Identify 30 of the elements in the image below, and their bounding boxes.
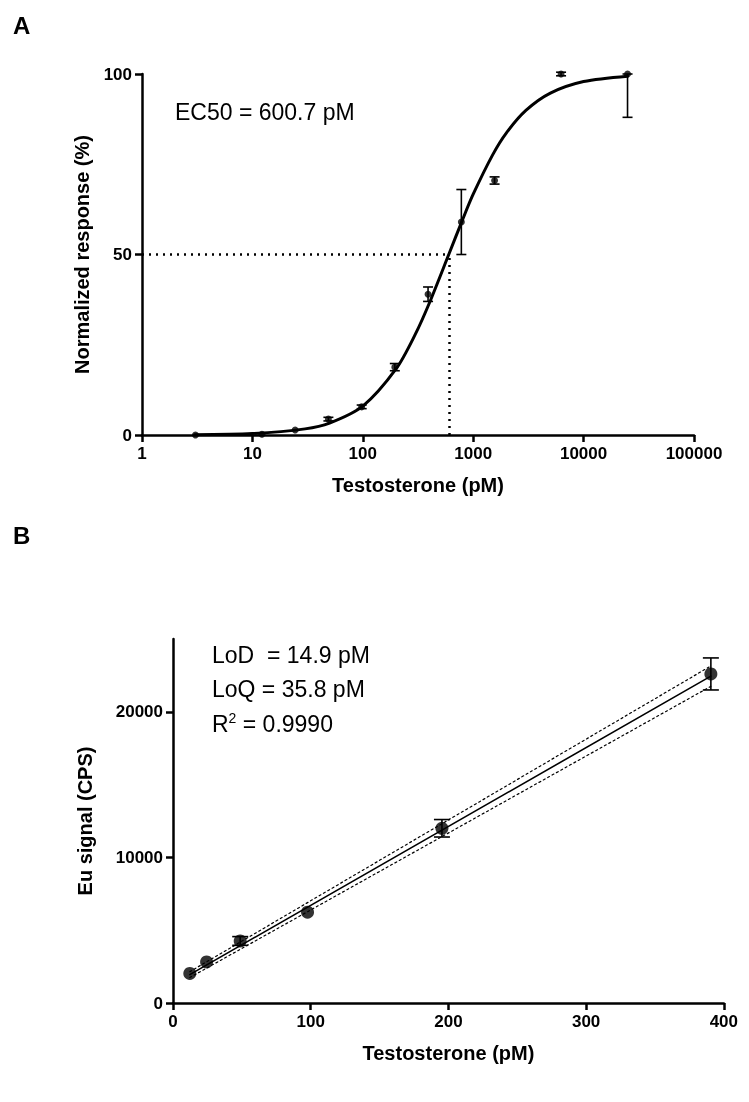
point	[183, 966, 197, 980]
point	[704, 667, 718, 681]
y-tick-label: 10000	[115, 847, 163, 867]
annotation: EC50 = 600.7 pM	[175, 98, 355, 125]
y-tick-label: 50	[113, 245, 132, 264]
y-tick-label: 20000	[115, 702, 163, 722]
y-tick-label: 0	[122, 425, 132, 445]
x-tick-label: 10000	[559, 444, 608, 463]
annotation: LoD = 14.9 pM	[212, 641, 370, 668]
x-tick-label: 100	[348, 444, 377, 463]
x-tick-label: 0	[168, 1012, 178, 1031]
x-tick-label: 400	[709, 1012, 739, 1031]
x-tick-label: 100	[296, 1012, 325, 1031]
y-axis-title: Normalized response (%)	[71, 135, 93, 374]
y-axis-title: Eu signal (CPS)	[74, 746, 96, 896]
x-axis-title: Testosterone (pM)	[332, 474, 504, 496]
x-tick-label: 1	[137, 444, 147, 463]
annotation: LoQ = 35.8 pM	[212, 675, 365, 702]
x-tick-label: 300	[571, 1012, 601, 1031]
y-tick-label: 100	[103, 64, 132, 84]
x-tick-label: 1000	[454, 444, 493, 463]
x-tick-label: 100000	[665, 444, 723, 463]
chart-title: B	[13, 521, 31, 549]
x-tick-label: 10	[242, 444, 262, 463]
y-tick-label: 0	[153, 993, 163, 1013]
x-tick-label: 200	[434, 1012, 463, 1031]
x-axis-title: Testosterone (pM)	[362, 1042, 535, 1064]
point	[301, 905, 315, 919]
chart-title: A	[13, 11, 31, 39]
point	[200, 955, 214, 969]
